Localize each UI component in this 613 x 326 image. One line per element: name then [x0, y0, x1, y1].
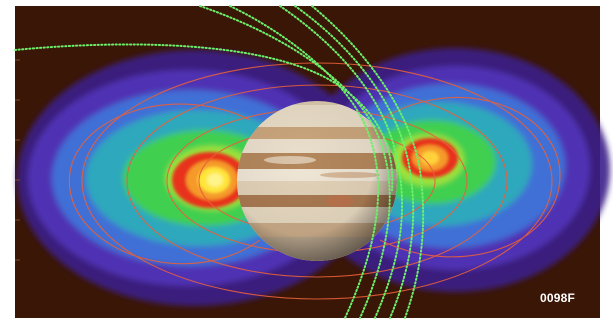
trajectory-lines	[14, 5, 425, 319]
image-id-label: 0098F	[540, 291, 576, 305]
hotspot-left	[172, 152, 248, 208]
hotspot-right	[402, 138, 458, 178]
edge-ticks	[15, 59, 20, 261]
